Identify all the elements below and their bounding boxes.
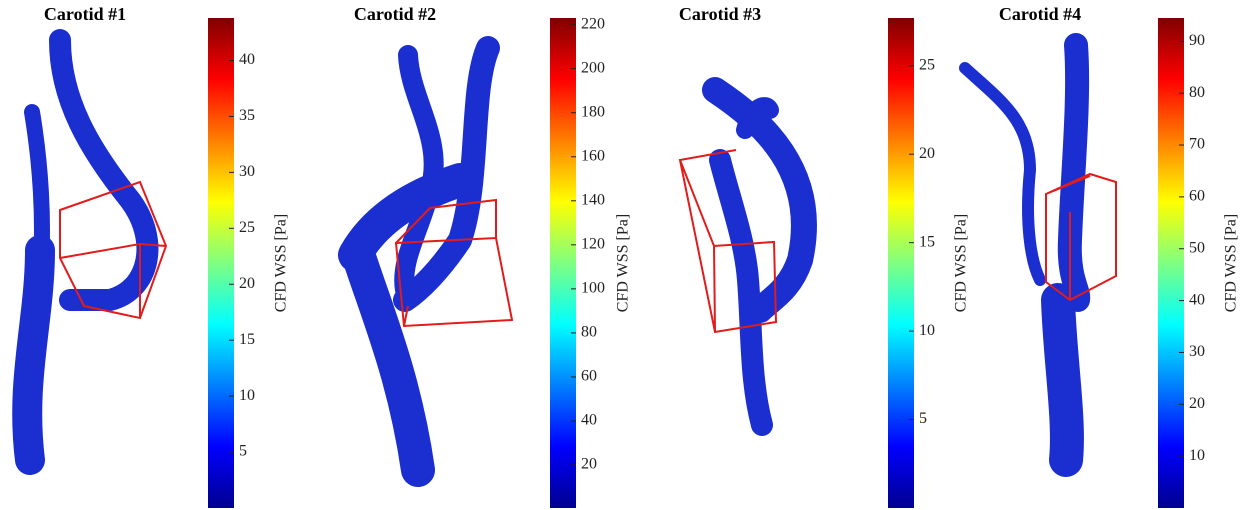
tick-label: 10 xyxy=(1189,447,1205,464)
tick-label: 70 xyxy=(1189,136,1205,153)
colorbar-label: CFD WSS [Pa] xyxy=(1223,214,1240,312)
colorbar-label: CFD WSS [Pa] xyxy=(615,214,632,312)
tick-label: 40 xyxy=(1189,291,1205,308)
tick-label: 180 xyxy=(581,103,605,120)
tick-label: 50 xyxy=(1189,239,1205,256)
tick-label: 10 xyxy=(239,387,255,404)
colorbar xyxy=(1158,18,1184,508)
tick-label: 80 xyxy=(581,324,597,341)
panel-title: Carotid #3 xyxy=(679,4,761,24)
tick-label: 5 xyxy=(239,443,247,460)
tick-label: 25 xyxy=(239,219,255,236)
vessel-render xyxy=(12,29,168,475)
colorbar xyxy=(888,18,914,508)
colorbar xyxy=(208,18,234,508)
tick-label: 220 xyxy=(581,15,605,32)
tick-label: 80 xyxy=(1189,84,1205,101)
colorbar xyxy=(550,18,576,508)
tick-label: 30 xyxy=(239,163,255,180)
panel-title: Carotid #1 xyxy=(44,4,126,24)
tick-label: 15 xyxy=(919,233,935,250)
tick-label: 40 xyxy=(239,51,255,68)
tick-label: 40 xyxy=(581,412,597,429)
tick-label: 60 xyxy=(1189,188,1205,205)
tick-label: 20 xyxy=(1189,395,1205,412)
tick-label: 10 xyxy=(919,322,935,339)
tick-label: 140 xyxy=(581,191,605,208)
vessel-render xyxy=(678,77,817,436)
colorbar-label: CFD WSS [Pa] xyxy=(273,214,290,312)
colorbar-label: CFD WSS [Pa] xyxy=(953,214,970,312)
tick-label: 100 xyxy=(581,280,605,297)
tick-label: 15 xyxy=(239,331,255,348)
panel-title: Carotid #2 xyxy=(354,4,436,24)
vessel-render xyxy=(959,33,1117,477)
tick-label: 5 xyxy=(919,410,927,427)
tick-label: 20 xyxy=(239,275,255,292)
tick-label: 35 xyxy=(239,107,255,124)
tick-label: 200 xyxy=(581,59,605,76)
panel-title: Carotid #4 xyxy=(999,4,1081,24)
tick-label: 25 xyxy=(919,56,935,73)
tick-label: 120 xyxy=(581,236,605,253)
tick-label: 90 xyxy=(1189,32,1205,49)
tick-label: 20 xyxy=(919,145,935,162)
tick-label: 20 xyxy=(581,456,597,473)
vessel-render xyxy=(338,36,514,487)
tick-label: 160 xyxy=(581,147,605,164)
tick-label: 60 xyxy=(581,368,597,385)
tick-label: 30 xyxy=(1189,343,1205,360)
